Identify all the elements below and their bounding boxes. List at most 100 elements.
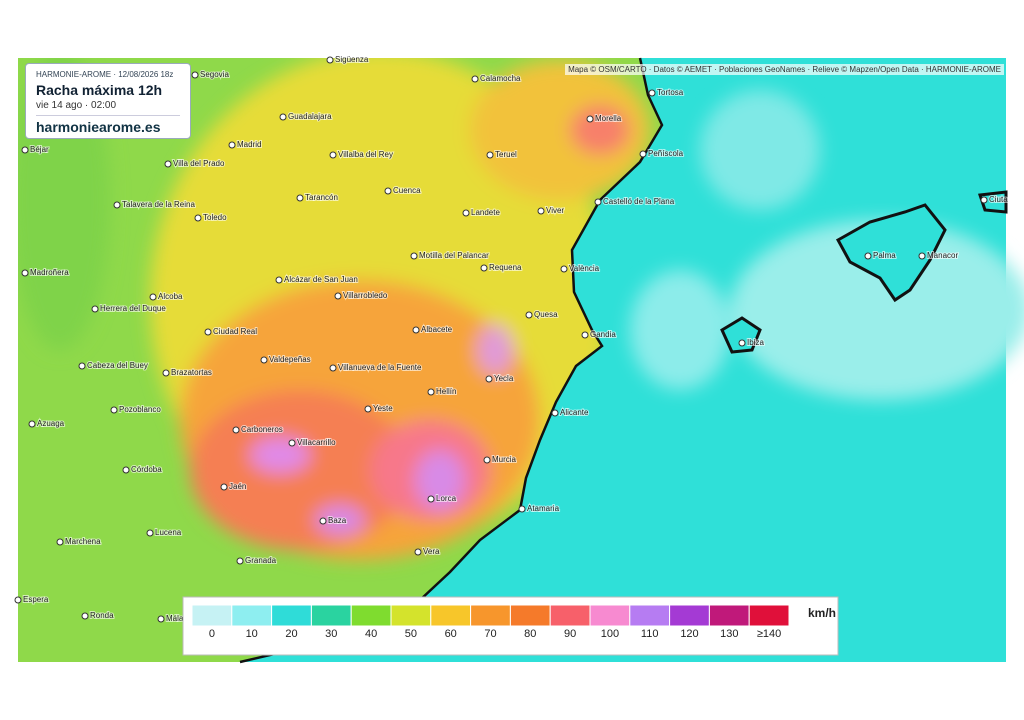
city-label: Valdepeñas (269, 355, 311, 364)
valid-time: vie 14 ago · 02:00 (36, 100, 117, 111)
city-dot (410, 252, 418, 260)
city-label: Manacor (927, 251, 958, 260)
city-dot (21, 269, 29, 277)
city-label: Calamocha (480, 74, 521, 83)
attribution: Mapa © OSM/CARTO · Datos © AEMET · Pobla… (565, 64, 1004, 75)
city-dot (329, 151, 337, 159)
info-box: HARMONIE-AROME · 12/08/2026 18z Racha má… (25, 63, 191, 139)
city-label: València (569, 264, 600, 273)
legend-unit: km/h (808, 606, 836, 620)
city-dot (518, 505, 526, 513)
city-dot (275, 276, 283, 284)
city-label: Béjar (30, 145, 49, 154)
city-dot (232, 426, 240, 434)
city-label: Talavera de la Reina (122, 200, 195, 209)
city-dot (191, 71, 199, 79)
city-label: Espera (23, 595, 49, 604)
legend-swatch (390, 604, 432, 627)
city-dot (334, 292, 342, 300)
city-dot (326, 56, 334, 64)
legend-label: 0 (209, 628, 215, 640)
city-label: Atamaria (527, 504, 560, 513)
city-label: Ciuta (989, 195, 1008, 204)
city-dot (525, 311, 533, 319)
city-label: Alicante (560, 408, 589, 417)
city-dot (412, 326, 420, 334)
city-label: Ronda (90, 611, 114, 620)
legend-label: ≥140 (757, 628, 781, 640)
legend-label: 70 (484, 628, 496, 640)
city-dot (91, 305, 99, 313)
city-label: Teruel (495, 150, 517, 159)
city-label: Toledo (203, 213, 227, 222)
city-label: Villa del Prado (173, 159, 225, 168)
city-label: Villacarrillo (297, 438, 336, 447)
legend-swatch (748, 604, 790, 627)
city-dot (462, 209, 470, 217)
legend-label: 10 (246, 628, 258, 640)
legend-swatch (629, 604, 671, 627)
city-label: Guadalajara (288, 112, 332, 121)
city-dot (483, 456, 491, 464)
city-dot (296, 194, 304, 202)
ibiza (720, 316, 762, 354)
city-dot (81, 612, 89, 620)
city-label: Cabeza del Buey (87, 361, 148, 370)
city-dot (486, 151, 494, 159)
city-label: Hellín (436, 387, 456, 396)
city-label: Jaén (229, 482, 246, 491)
city-label: Herrera del Duque (100, 304, 166, 313)
city-label: Quesa (534, 310, 558, 319)
legend-label: 110 (641, 628, 659, 640)
city-dot (122, 466, 130, 474)
city-dot (162, 369, 170, 377)
legend-label: 80 (524, 628, 536, 640)
legend-swatch (191, 604, 233, 627)
city-label: Cuenca (393, 186, 421, 195)
city-label: Azuaga (37, 419, 65, 428)
city-label: Carboneros (241, 425, 283, 434)
city-label: Marchena (65, 537, 101, 546)
title: Racha máxima 12h (36, 82, 163, 98)
city-dot (414, 548, 422, 556)
city-dot (28, 420, 36, 428)
city-dot (639, 150, 647, 158)
site[interactable]: harmoniearome.es (36, 115, 180, 135)
city-dot (864, 252, 872, 260)
city-dot (594, 198, 602, 206)
city-label: Alcázar de San Juan (284, 275, 358, 284)
city-label: Murcia (492, 455, 517, 464)
city-dot (78, 362, 86, 370)
city-dot (149, 293, 157, 301)
legend-label: 20 (285, 628, 297, 640)
city-label: Lucena (155, 528, 182, 537)
city-dot (21, 146, 29, 154)
legend-label: 120 (680, 628, 698, 640)
city-label: Pozoblanco (119, 405, 161, 414)
city-label: Requena (489, 263, 522, 272)
city-label: Motilla del Palancar (419, 251, 489, 260)
legend-swatch (708, 604, 750, 627)
city-label: Gandia (590, 330, 616, 339)
city-label: Brazatortas (171, 368, 212, 377)
city-label: Madroñera (30, 268, 69, 277)
legend-label: 40 (365, 628, 377, 640)
city-dot (427, 495, 435, 503)
city-label: Landete (471, 208, 500, 217)
city-dot (384, 187, 392, 195)
legend-label: 60 (445, 628, 457, 640)
model-run: HARMONIE-AROME · 12/08/2026 18z (36, 70, 174, 79)
city-label: Lorca (436, 494, 457, 503)
city-label: Alcoba (158, 292, 183, 301)
city-dot (918, 252, 926, 260)
legend-swatch (470, 604, 511, 627)
city-label: Baza (328, 516, 347, 525)
city-dot (329, 364, 337, 372)
city-label: Peñíscola (648, 149, 684, 158)
legend-label: 50 (405, 628, 417, 640)
city-label: Granada (245, 556, 277, 565)
city-dot (586, 115, 594, 123)
city-dot (738, 339, 746, 347)
